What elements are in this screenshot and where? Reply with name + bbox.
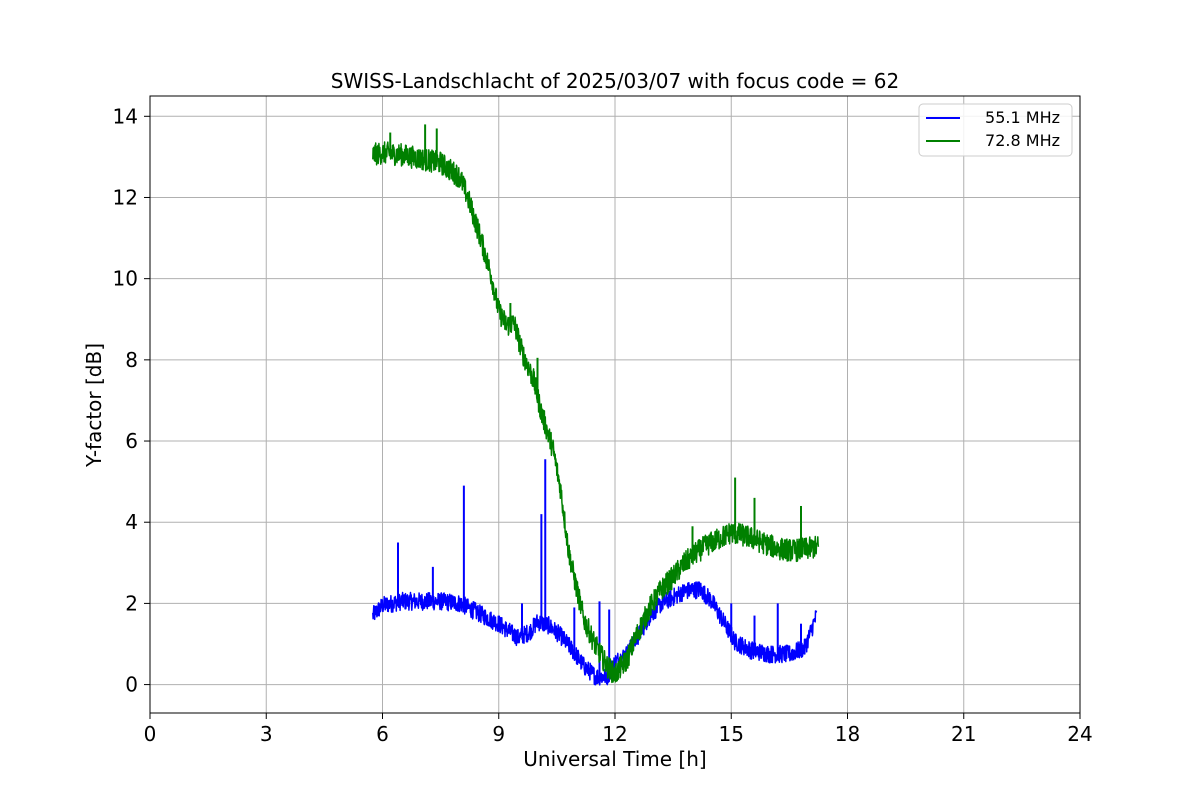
y-tick-label: 10 <box>113 267 138 291</box>
x-tick-label: 6 <box>376 722 389 746</box>
x-tick-label: 12 <box>602 722 627 746</box>
x-tick-label: 15 <box>719 722 744 746</box>
legend: 55.1 MHz 72.8 MHz <box>918 103 1073 157</box>
y-tick-label: 0 <box>125 673 138 697</box>
plot-area <box>372 124 820 686</box>
series-line-1 <box>372 581 818 686</box>
y-axis-label: Y-factor [dB] <box>82 343 106 468</box>
y-tick-label: 6 <box>125 429 138 453</box>
y-axis-ticks: 0 2 4 6 8 10 12 14 <box>113 104 150 697</box>
x-tick-label: 21 <box>951 722 976 746</box>
legend-label: 55.1 MHz <box>985 108 1060 127</box>
y-tick-label: 14 <box>113 104 138 128</box>
y-tick-label: 2 <box>125 591 138 615</box>
x-tick-label: 9 <box>492 722 505 746</box>
x-tick-label: 3 <box>260 722 273 746</box>
y-tick-label: 4 <box>125 510 138 534</box>
y-tick-label: 8 <box>125 348 138 372</box>
x-tick-label: 24 <box>1067 722 1092 746</box>
chart-title: SWISS-Landschlacht of 2025/03/07 with fo… <box>331 69 899 93</box>
x-axis-label: Universal Time [h] <box>523 747 706 771</box>
legend-label: 72.8 MHz <box>985 131 1060 150</box>
x-tick-label: 18 <box>835 722 860 746</box>
x-axis-ticks: 0 3 6 9 12 15 18 21 24 <box>144 713 1093 746</box>
y-tick-label: 12 <box>113 185 138 209</box>
series-line-2 <box>372 141 820 684</box>
x-tick-label: 0 <box>144 722 157 746</box>
